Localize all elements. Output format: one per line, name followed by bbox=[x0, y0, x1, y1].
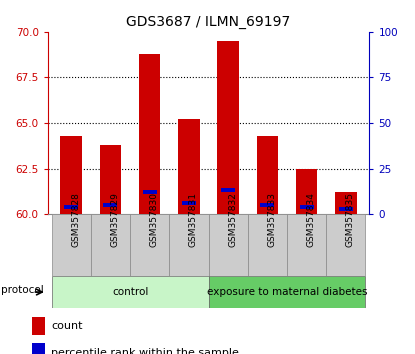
Bar bbox=[221, 188, 235, 193]
Bar bbox=[169, 214, 209, 276]
Bar bbox=[209, 276, 366, 308]
Bar bbox=[217, 41, 239, 214]
Bar bbox=[248, 214, 287, 276]
Bar bbox=[256, 136, 278, 214]
Text: GSM357830: GSM357830 bbox=[150, 192, 159, 247]
Text: protocol: protocol bbox=[1, 285, 44, 296]
Bar bbox=[209, 214, 248, 276]
Text: GSM357834: GSM357834 bbox=[307, 192, 315, 247]
Bar bbox=[51, 214, 91, 276]
Bar bbox=[61, 136, 82, 214]
Bar bbox=[103, 203, 117, 207]
Bar bbox=[143, 190, 157, 194]
Bar bbox=[32, 343, 45, 354]
Text: GSM357829: GSM357829 bbox=[110, 192, 120, 247]
Bar bbox=[326, 214, 366, 276]
Bar bbox=[100, 145, 121, 214]
Bar bbox=[335, 192, 356, 214]
Title: GDS3687 / ILMN_69197: GDS3687 / ILMN_69197 bbox=[127, 16, 290, 29]
Bar bbox=[287, 214, 326, 276]
Bar bbox=[178, 119, 200, 214]
Text: control: control bbox=[112, 287, 148, 297]
Text: percentile rank within the sample: percentile rank within the sample bbox=[51, 348, 239, 354]
Text: count: count bbox=[51, 321, 83, 331]
Text: exposure to maternal diabetes: exposure to maternal diabetes bbox=[207, 287, 367, 297]
Text: GSM357832: GSM357832 bbox=[228, 192, 237, 247]
Bar bbox=[182, 201, 196, 205]
Text: GSM357833: GSM357833 bbox=[267, 192, 276, 247]
Bar bbox=[300, 205, 314, 209]
Bar bbox=[32, 317, 45, 336]
Bar bbox=[139, 54, 161, 214]
Text: GSM357831: GSM357831 bbox=[189, 192, 198, 247]
Bar bbox=[339, 207, 353, 211]
Text: GSM357835: GSM357835 bbox=[346, 192, 355, 247]
Bar bbox=[130, 214, 169, 276]
Bar bbox=[296, 169, 317, 214]
Bar bbox=[51, 276, 209, 308]
Bar bbox=[260, 203, 274, 207]
Bar bbox=[91, 214, 130, 276]
Bar bbox=[64, 205, 78, 209]
Text: GSM357828: GSM357828 bbox=[71, 192, 80, 247]
